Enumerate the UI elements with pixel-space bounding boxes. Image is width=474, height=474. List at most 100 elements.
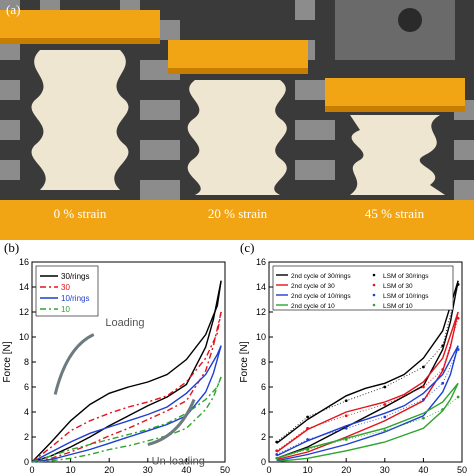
lsm-line bbox=[276, 396, 459, 459]
legend-swatch bbox=[372, 273, 376, 277]
y-tick-label: 6 bbox=[261, 382, 266, 392]
legend-box bbox=[272, 265, 454, 311]
legend-label: LSM of 30/rings bbox=[383, 273, 429, 280]
y-axis-label: Force [N] bbox=[239, 341, 250, 382]
y-tick-label: 4 bbox=[24, 407, 29, 417]
series-unloading-line bbox=[31, 280, 222, 463]
series-unloading-line bbox=[276, 311, 459, 461]
legend-label: 10 bbox=[61, 305, 70, 314]
y-tick-label: 12 bbox=[19, 307, 29, 317]
panel-label-b: (b) bbox=[4, 240, 20, 255]
photo-1-illustration bbox=[160, 0, 315, 240]
lsm-point bbox=[306, 438, 309, 441]
annotation-unloading: Un-loading bbox=[152, 456, 205, 468]
y-tick-label: 16 bbox=[19, 257, 29, 267]
x-tick-label: 50 bbox=[220, 465, 230, 474]
legend-label: 2nd cycle of 30/rings bbox=[291, 273, 351, 280]
legend-box bbox=[35, 265, 99, 317]
y-tick-label: 10 bbox=[256, 332, 266, 342]
series-loading-line bbox=[276, 345, 459, 457]
y-tick-label: 12 bbox=[256, 307, 266, 317]
chart-c: 010203040500246810121416Strain [%]Force … bbox=[239, 257, 467, 474]
strain-label-0: 0 % strain bbox=[53, 206, 107, 221]
x-tick-label: 20 bbox=[104, 465, 114, 474]
lsm-point bbox=[456, 348, 460, 351]
y-tick-label: 4 bbox=[261, 407, 266, 417]
x-tick-label: 30 bbox=[143, 465, 153, 474]
y-tick-label: 0 bbox=[24, 457, 29, 467]
y-tick-label: 14 bbox=[19, 282, 29, 292]
series-unloading-line bbox=[31, 376, 222, 463]
legend-label: 2nd cycle of 30 bbox=[291, 283, 335, 290]
x-tick-label: 10 bbox=[303, 465, 313, 474]
lsm-point bbox=[306, 448, 309, 451]
panel-label-c: (c) bbox=[240, 240, 255, 255]
lsm-line bbox=[276, 349, 459, 455]
x-tick-label: 30 bbox=[380, 465, 390, 474]
series-loading-line bbox=[276, 280, 459, 444]
y-axis-label: Force [N] bbox=[2, 341, 13, 382]
legend-label: LSM of 30 bbox=[383, 283, 413, 290]
photo-2-illustration bbox=[315, 0, 474, 240]
lsm-point bbox=[456, 395, 460, 399]
legend-label: 2nd cycle of 10 bbox=[291, 303, 335, 310]
x-tick-label: 20 bbox=[341, 465, 351, 474]
series-unloading-line bbox=[276, 280, 459, 459]
lsm-point bbox=[383, 385, 387, 389]
legend-label: LSM of 10 bbox=[383, 303, 413, 310]
chart-b: 010203040500246810121416Strain [%]Force … bbox=[2, 257, 230, 474]
photo-panel-1: 20 % strain bbox=[160, 0, 315, 240]
lsm-line bbox=[276, 284, 459, 443]
y-tick-label: 8 bbox=[24, 357, 29, 367]
legend-swatch bbox=[372, 293, 376, 297]
y-tick-label: 16 bbox=[256, 257, 266, 267]
legend-label: LSM of 10/rings bbox=[383, 293, 429, 300]
photo-strip: (a) 0 % strain 20 % strain bbox=[0, 0, 474, 240]
x-tick-label: 40 bbox=[418, 465, 428, 474]
series-loading-line bbox=[31, 376, 222, 463]
x-tick-label: 10 bbox=[66, 465, 76, 474]
lsm-point bbox=[344, 426, 348, 430]
series-loading-line bbox=[31, 280, 222, 463]
legend-label: 30/rings bbox=[61, 272, 89, 281]
loading-arrow bbox=[53, 333, 95, 395]
series-unloading-line bbox=[31, 311, 222, 463]
lsm-line bbox=[276, 318, 459, 452]
photo-0-illustration bbox=[0, 0, 160, 240]
strain-label-2: 45 % strain bbox=[364, 206, 425, 221]
legend-swatch bbox=[372, 283, 376, 287]
x-tick-label: 0 bbox=[266, 465, 271, 474]
series-loading-line bbox=[276, 311, 459, 453]
legend-label: 2nd cycle of 10/rings bbox=[291, 293, 351, 300]
lsm-point bbox=[441, 344, 445, 348]
y-tick-label: 2 bbox=[24, 432, 29, 442]
y-tick-label: 6 bbox=[24, 382, 29, 392]
y-tick-label: 2 bbox=[261, 432, 266, 442]
annotation-loading: Loading bbox=[105, 317, 144, 329]
x-tick-label: 50 bbox=[457, 465, 467, 474]
lsm-point bbox=[456, 316, 460, 320]
series-unloading-line bbox=[276, 345, 459, 462]
y-tick-label: 0 bbox=[261, 457, 266, 467]
series-unloading-line bbox=[31, 345, 222, 463]
legend-label: 10/rings bbox=[61, 294, 89, 303]
y-tick-label: 8 bbox=[261, 357, 266, 367]
photo-panel-2: 45 % strain bbox=[315, 0, 474, 240]
series-loading-line bbox=[31, 311, 222, 463]
y-tick-label: 10 bbox=[19, 332, 29, 342]
lsm-point bbox=[456, 283, 460, 286]
unloading-arrow bbox=[147, 398, 196, 446]
photo-panel-0: (a) 0 % strain bbox=[0, 0, 160, 240]
lsm-point bbox=[422, 365, 425, 369]
legend-swatch bbox=[372, 303, 376, 307]
series-loading-line bbox=[31, 345, 222, 463]
panel-label-a: (a) bbox=[6, 2, 21, 17]
x-tick-label: 40 bbox=[181, 465, 191, 474]
lsm-point bbox=[383, 403, 387, 406]
lsm-point bbox=[306, 426, 309, 430]
lsm-point bbox=[422, 398, 425, 401]
x-tick-label: 0 bbox=[29, 465, 34, 474]
legend-label: 30 bbox=[61, 283, 70, 292]
y-tick-label: 14 bbox=[256, 282, 266, 292]
strain-label-1: 20 % strain bbox=[207, 206, 268, 221]
